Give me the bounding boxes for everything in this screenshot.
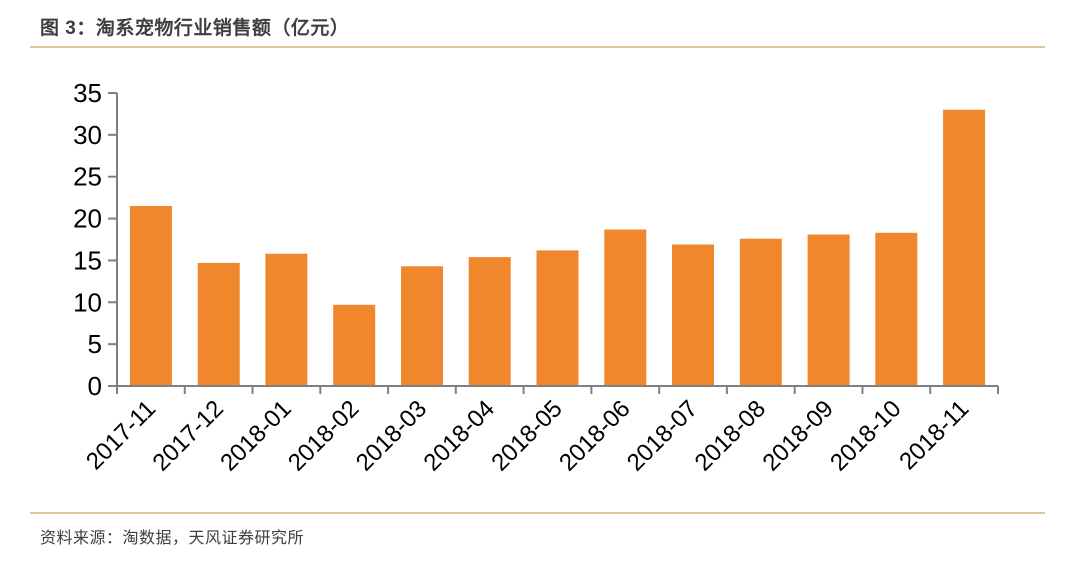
figure-title: 图 3：淘系宠物行业销售额（亿元）: [40, 18, 350, 39]
source-note: 资料来源：淘数据，天风证券研究所: [40, 530, 305, 547]
y-tick-label: 15: [73, 245, 102, 275]
bar: [197, 262, 240, 386]
bar: [265, 253, 308, 386]
footer-divider: [30, 512, 1045, 514]
x-tick-label: 2018-08: [690, 395, 771, 476]
x-tick-label: 2018-07: [622, 395, 703, 476]
x-tick-label: 2018-09: [757, 395, 838, 476]
bar: [739, 238, 782, 386]
y-tick-label: 35: [73, 78, 102, 108]
y-tick-label: 0: [88, 371, 102, 401]
x-tick-label: 2018-05: [486, 395, 567, 476]
y-tick-label: 25: [73, 162, 102, 192]
y-tick-label: 20: [73, 204, 102, 234]
y-tick-label: 10: [73, 287, 102, 317]
bar: [401, 266, 443, 386]
x-tick-label: 2018-06: [554, 395, 635, 476]
bar: [672, 244, 714, 386]
bar: [875, 232, 918, 386]
x-tick-label: 2017-12: [148, 395, 229, 476]
bar: [129, 206, 172, 386]
bar: [807, 234, 850, 386]
x-tick-label: 2018-11: [894, 395, 974, 475]
x-tick-label: 2018-04: [419, 395, 500, 476]
bar: [468, 257, 511, 386]
bar: [943, 109, 986, 386]
x-tick-label: 2018-10: [825, 395, 906, 476]
bar: [536, 250, 579, 386]
bar: [333, 304, 376, 386]
bar: [604, 229, 647, 386]
title-divider: [30, 46, 1045, 48]
x-tick-label: 2018-01: [215, 395, 296, 476]
y-tick-label: 30: [73, 120, 102, 150]
x-tick-label: 2018-02: [283, 395, 364, 476]
x-tick-label: 2018-03: [351, 395, 432, 476]
y-tick-label: 5: [88, 329, 102, 359]
x-tick-label: 2017-11: [81, 395, 161, 475]
